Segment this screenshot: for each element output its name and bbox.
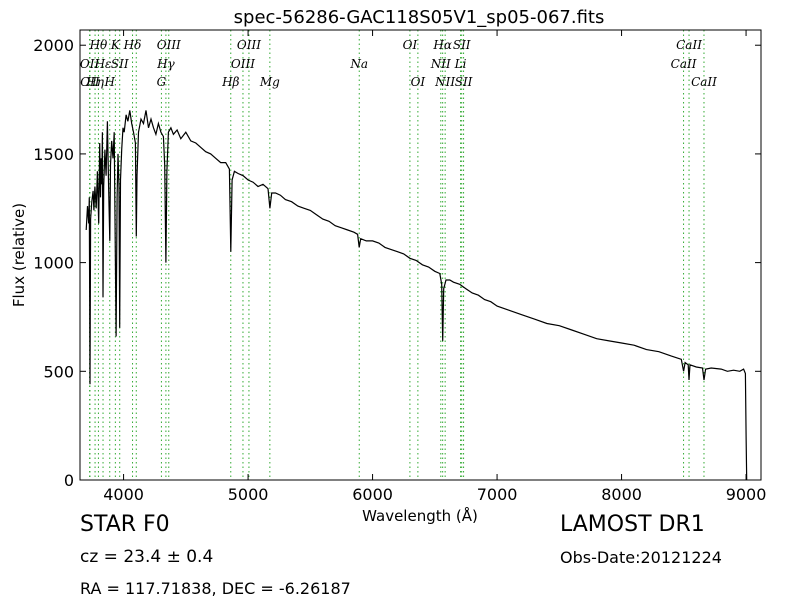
spectral-line-label: OI <box>403 38 418 52</box>
x-tick-label: 4000 <box>103 485 144 504</box>
spectral-line-label: Hε <box>94 57 112 71</box>
x-tick-label: 9000 <box>726 485 767 504</box>
y-tick-label: 500 <box>43 362 74 381</box>
spectral-line-label: K <box>110 38 121 52</box>
spectral-line-label: Hθ <box>89 38 108 52</box>
redshift-label: cz = 23.4 ± 0.4 <box>80 547 214 567</box>
y-tick-label: 1000 <box>33 254 74 273</box>
spectral-line-label: SII <box>111 57 129 71</box>
spectral-line-label: SII <box>455 75 473 89</box>
spectral-line-label: Li <box>454 57 467 71</box>
spectral-line-label: OIII <box>237 38 261 52</box>
spectral-line-label: SII <box>453 38 471 52</box>
y-axis-label: Flux (relative) <box>10 203 28 307</box>
spectral-line-label: Hγ <box>156 57 175 71</box>
x-tick-label: 8000 <box>601 485 642 504</box>
x-tick-label: 5000 <box>228 485 269 504</box>
spectral-line-label: CaII <box>671 57 697 71</box>
spectral-line-label: OII <box>80 57 100 71</box>
obs-date-label: Obs-Date:20121224 <box>560 548 722 567</box>
spectral-line-label: Hβ <box>221 75 239 89</box>
object-class-label: STAR F0 <box>80 512 170 537</box>
x-tick-label: 7000 <box>477 485 518 504</box>
spectral-line-labels: OIIOIIHηHθHεHKSIIHδGHγOIIIHβOIIIOIIIMgNa… <box>80 38 717 89</box>
spectral-line-label: Mg <box>259 75 280 89</box>
spectral-line-label: Na <box>349 57 368 71</box>
spectral-line-label: G <box>157 75 167 89</box>
spectral-line-label: NII <box>430 57 451 71</box>
y-axis-ticks: 0 500 1000 1500 2000 <box>33 36 761 490</box>
spectral-line-label: Hδ <box>123 38 142 52</box>
chart-title: spec-56286-GAC118S05V1_sp05-067.fits <box>234 7 605 28</box>
spectral-line-label: OII <box>80 75 100 89</box>
coordinates-label: RA = 117.71838, DEC = -6.26187 <box>80 579 351 598</box>
survey-label: LAMOST DR1 <box>560 512 705 537</box>
spectral-line-label: NII <box>434 75 455 89</box>
spectral-line-label: H <box>104 75 116 89</box>
spectral-line-label: CaII <box>676 38 702 52</box>
x-axis-ticks: 4000 5000 6000 7000 8000 9000 <box>103 30 766 504</box>
y-tick-label: 1500 <box>33 145 74 164</box>
spectral-line-label: OIII <box>157 38 181 52</box>
plot-frame <box>79 29 762 481</box>
spectral-line-label: Hη <box>85 75 104 89</box>
spectral-line-label: OI <box>411 75 426 89</box>
y-tick-label: 0 <box>64 471 74 490</box>
spectral-line-markers <box>89 30 705 480</box>
spectral-line-label: OIII <box>231 57 255 71</box>
x-axis-label: Wavelength (Å) <box>362 506 478 525</box>
y-tick-label: 2000 <box>33 36 74 55</box>
spectral-line-label: CaII <box>691 75 717 89</box>
x-tick-label: 6000 <box>352 485 393 504</box>
spectrum-line <box>85 110 748 481</box>
spectral-line-label: Hα <box>432 38 452 52</box>
